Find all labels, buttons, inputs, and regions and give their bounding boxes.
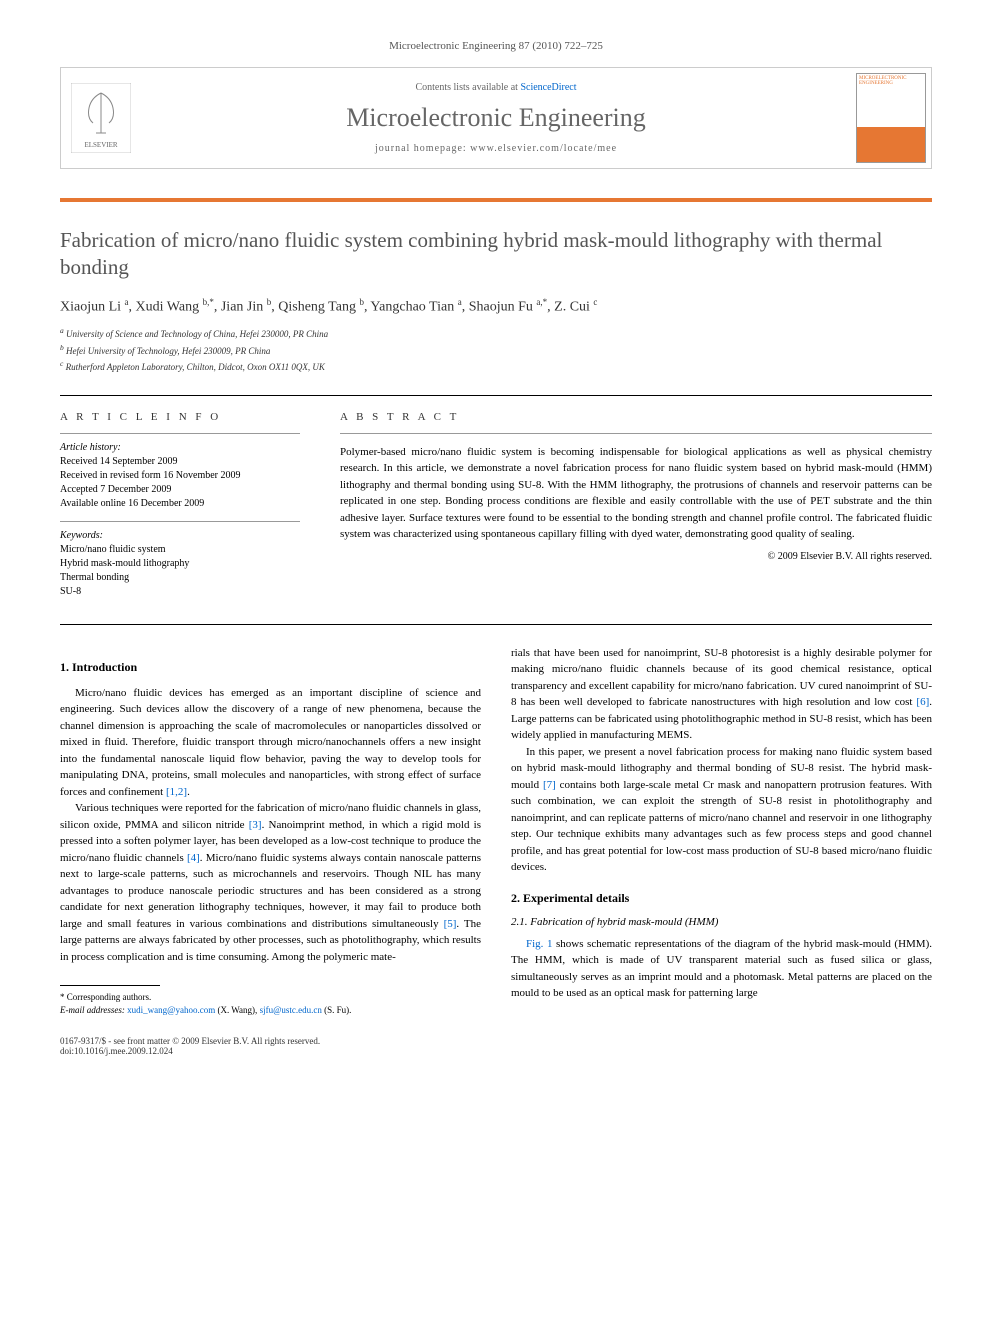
info-divider-2 [60, 521, 300, 522]
intro-paragraph-2: Various techniques were reported for the… [60, 800, 481, 965]
section-1-heading: 1. Introduction [60, 660, 481, 675]
svg-text:ELSEVIER: ELSEVIER [84, 141, 117, 149]
abstract-divider [340, 433, 932, 434]
publisher-logo-cell: ELSEVIER [61, 73, 141, 163]
ref-6[interactable]: [6] [916, 696, 929, 708]
journal-cover-thumbnail: MICROELECTRONIC ENGINEERING [856, 73, 926, 163]
homepage-line: journal homepage: www.elsevier.com/locat… [151, 143, 841, 154]
divider-bottom [60, 624, 932, 625]
ref-3[interactable]: [3] [249, 819, 262, 831]
section-2-heading: 2. Experimental details [511, 891, 932, 906]
intro-paragraph-1: Micro/nano fluidic devices has emerged a… [60, 685, 481, 801]
keywords-list: Micro/nano fluidic systemHybrid mask-mou… [60, 543, 300, 599]
body-columns: 1. Introduction Micro/nano fluidic devic… [60, 645, 932, 1017]
affiliations: a University of Science and Technology o… [60, 325, 932, 375]
history-label: Article history: [60, 442, 300, 453]
exp-p1b-text: shows schematic representations of the d… [511, 938, 932, 1000]
right-column: rials that have been used for nanoimprin… [511, 645, 932, 1017]
cover-text: MICROELECTRONIC ENGINEERING [857, 74, 925, 88]
page-footer: 0167-9317/$ - see front matter © 2009 El… [60, 1036, 932, 1056]
p4b-text: contains both large-scale metal Cr mask … [511, 779, 932, 874]
doi-line: doi:10.1016/j.mee.2009.12.024 [60, 1046, 932, 1056]
ref-1-2[interactable]: [1,2] [166, 786, 187, 798]
email-1[interactable]: xudi_wang@yahoo.com [127, 1005, 215, 1015]
article-info-heading: A R T I C L E I N F O [60, 411, 300, 423]
info-abstract-row: A R T I C L E I N F O Article history: R… [60, 411, 932, 599]
journal-name: Microelectronic Engineering [151, 103, 841, 133]
homepage-label: journal homepage: [375, 143, 470, 154]
article-title: Fabrication of micro/nano fluidic system… [60, 227, 932, 282]
cover-thumb-cell: MICROELECTRONIC ENGINEERING [851, 68, 931, 168]
intro-paragraph-3: rials that have been used for nanoimprin… [511, 645, 932, 744]
abstract-text: Polymer-based micro/nano fluidic system … [340, 444, 932, 543]
issn-line: 0167-9317/$ - see front matter © 2009 El… [60, 1036, 932, 1046]
elsevier-tree-logo: ELSEVIER [71, 83, 131, 153]
exp-paragraph-1: Fig. 1 shows schematic representations o… [511, 936, 932, 1002]
email-label: E-mail addresses: [60, 1005, 127, 1015]
divider-top [60, 395, 932, 396]
contents-available-line: Contents lists available at ScienceDirec… [151, 82, 841, 93]
p1-text: Micro/nano fluidic devices has emerged a… [60, 687, 481, 798]
banner-center: Contents lists available at ScienceDirec… [141, 72, 851, 164]
email-footnote: E-mail addresses: xudi_wang@yahoo.com (X… [60, 1004, 481, 1017]
ref-7[interactable]: [7] [543, 779, 556, 791]
info-divider [60, 433, 300, 434]
p3a-text: rials that have been used for nanoimprin… [511, 647, 932, 709]
email-2[interactable]: sjfu@ustc.edu.cn [260, 1005, 322, 1015]
keywords-label: Keywords: [60, 530, 300, 541]
intro-paragraph-4: In this paper, we present a novel fabric… [511, 744, 932, 876]
orange-accent-bar [60, 198, 932, 202]
fig-1-ref[interactable]: Fig. 1 [526, 938, 552, 950]
abstract-copyright: © 2009 Elsevier B.V. All rights reserved… [340, 551, 932, 562]
journal-banner: ELSEVIER Contents lists available at Sci… [60, 67, 932, 169]
footnote-divider [60, 985, 160, 986]
author-list: Xiaojun Li a, Xudi Wang b,*, Jian Jin b,… [60, 297, 932, 316]
abstract-heading: A B S T R A C T [340, 411, 932, 423]
article-info-column: A R T I C L E I N F O Article history: R… [60, 411, 300, 599]
email1-name: (X. Wang), [215, 1005, 259, 1015]
email2-name: (S. Fu). [322, 1005, 352, 1015]
subsection-2-1-heading: 2.1. Fabrication of hybrid mask-mould (H… [511, 916, 932, 928]
header-citation: Microelectronic Engineering 87 (2010) 72… [60, 40, 932, 52]
abstract-column: A B S T R A C T Polymer-based micro/nano… [340, 411, 932, 599]
corresponding-footnote: * Corresponding authors. [60, 991, 481, 1004]
ref-5[interactable]: [5] [444, 918, 457, 930]
homepage-url[interactable]: www.elsevier.com/locate/mee [470, 143, 617, 154]
history-list: Received 14 September 2009Received in re… [60, 455, 300, 511]
ref-4[interactable]: [4] [187, 852, 200, 864]
contents-text: Contents lists available at [415, 82, 520, 93]
left-column: 1. Introduction Micro/nano fluidic devic… [60, 645, 481, 1017]
sciencedirect-link[interactable]: ScienceDirect [520, 82, 576, 93]
